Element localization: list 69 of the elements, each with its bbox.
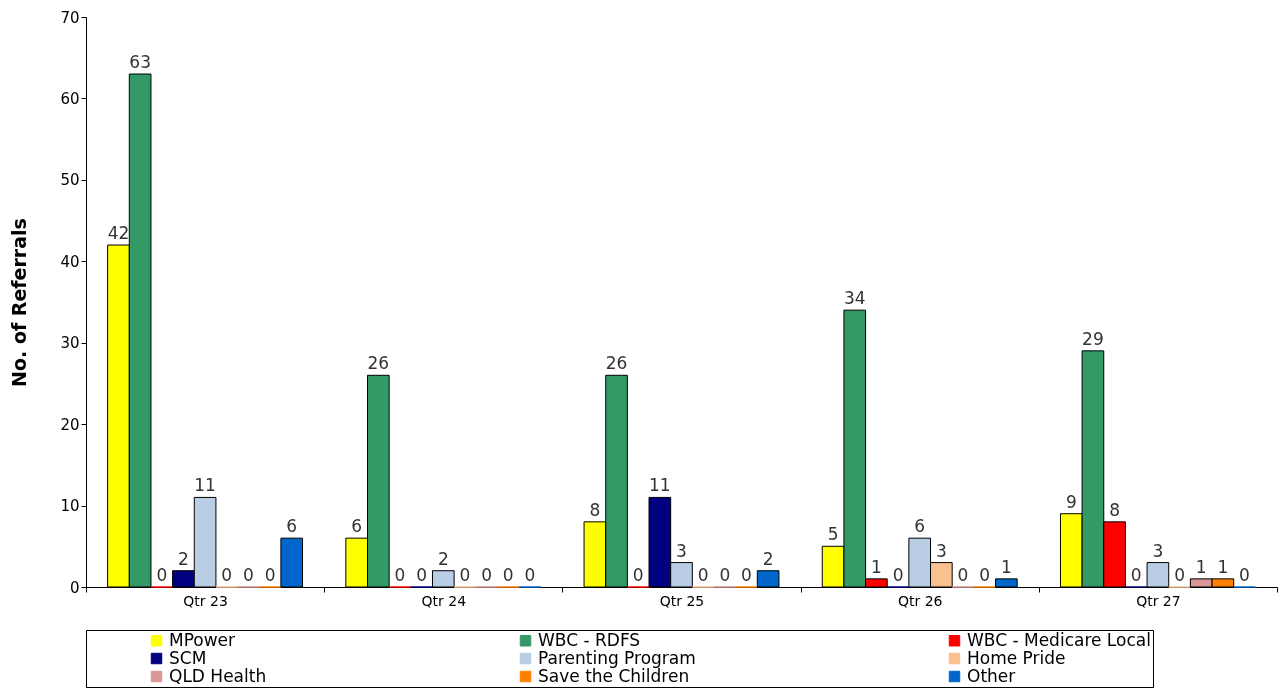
y-tick-label: 60 (60, 89, 80, 108)
data-label: 0 (481, 565, 493, 585)
legend-label: QLD Health (169, 665, 267, 686)
data-label: 0 (741, 565, 752, 585)
x-tick-label: Qtr 26 (897, 592, 943, 609)
data-label: 0 (892, 565, 904, 585)
data-label: 0 (221, 565, 233, 585)
legend-label: Home Pride (967, 647, 1066, 668)
data-label: 0 (957, 565, 969, 585)
data-label: 0 (1174, 565, 1185, 585)
data-label: 0 (1239, 565, 1250, 585)
x-tick-label: Qtr 23 (183, 592, 228, 609)
y-tick-label: 40 (60, 252, 80, 271)
data-label: 0 (502, 565, 514, 585)
data-label: 0 (524, 565, 536, 585)
x-tick-label: Qtr 25 (659, 592, 705, 609)
y-tick-label: 0 (69, 578, 80, 597)
bar (431, 570, 455, 588)
data-label: 0 (697, 565, 709, 585)
data-label: 0 (719, 565, 731, 585)
legend-label: SCM (169, 647, 207, 668)
x-tick-label: Qtr 27 (1136, 592, 1181, 609)
data-label: 0 (394, 565, 406, 585)
data-label: 3 (676, 540, 687, 561)
data-label: 9 (1065, 491, 1077, 512)
data-label: 5 (827, 524, 839, 545)
data-label: 26 (605, 353, 628, 374)
data-label: 2 (178, 548, 189, 569)
legend-label: Other (967, 665, 1016, 686)
data-label: 0 (1130, 565, 1142, 585)
data-label: 1 (870, 556, 882, 577)
data-label: 1 (1000, 556, 1012, 577)
data-label: 0 (459, 565, 471, 585)
data-label: 63 (129, 52, 151, 72)
y-axis-title: No. of Referrals (8, 218, 31, 387)
data-label: 26 (367, 353, 390, 374)
data-label: 1 (1217, 556, 1229, 577)
data-label: 6 (286, 516, 298, 537)
y-tick-label: 10 (60, 497, 80, 516)
y-tick-label: 20 (60, 415, 80, 434)
data-label: 0 (979, 565, 991, 585)
data-label: 11 (194, 475, 216, 496)
data-label: 42 (107, 223, 130, 243)
y-tick-label: 50 (60, 171, 80, 190)
data-label: 6 (351, 516, 363, 537)
data-label: 3 (1152, 540, 1164, 561)
data-label: 2 (437, 548, 449, 569)
data-label: 0 (632, 565, 644, 585)
data-label: 0 (264, 565, 276, 585)
data-label: 2 (762, 548, 774, 569)
data-label: 6 (914, 516, 926, 537)
legend-label: WBC - Medicare Local (967, 629, 1151, 650)
data-label: 0 (156, 565, 168, 585)
data-label: 8 (1109, 499, 1121, 520)
legend-label: MPower (169, 629, 236, 650)
data-label: 0 (416, 565, 428, 585)
legend-label: WBC - RDFS (538, 629, 641, 650)
data-label: 29 (1082, 328, 1104, 349)
data-label: 8 (589, 499, 601, 520)
data-label: 0 (243, 565, 254, 585)
data-label: 1 (1195, 556, 1207, 577)
bar (1146, 562, 1170, 588)
data-label: 11 (649, 475, 671, 496)
y-tick-label: 30 (60, 334, 80, 353)
data-label: 34 (843, 288, 866, 309)
y-tick-label: 70 (60, 8, 80, 27)
legend-label: Parenting Program (538, 647, 696, 668)
x-tick-label: Qtr 24 (421, 592, 467, 609)
data-label: 3 (935, 540, 947, 561)
